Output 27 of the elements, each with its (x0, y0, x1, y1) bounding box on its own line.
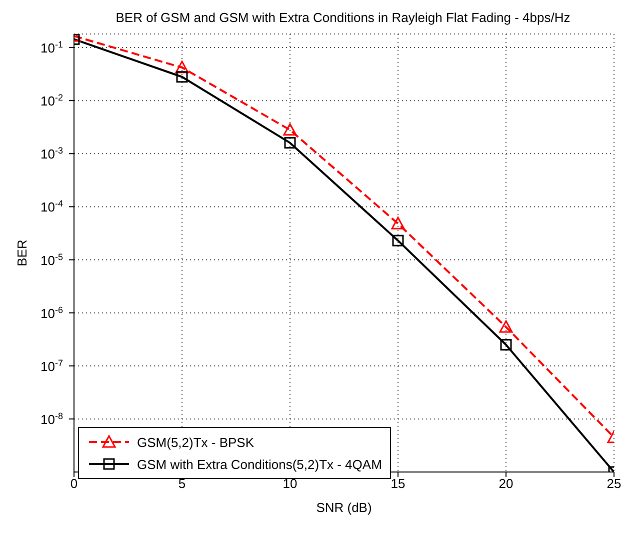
y-tick-label: 10$^{-7}$ (40, 358, 63, 374)
point (284, 137, 296, 149)
point (283, 123, 297, 136)
y-tick-label: 10$^{-3}$ (40, 146, 63, 162)
point (499, 320, 513, 333)
point (391, 216, 405, 230)
y-tick-label: 10$^{-5}$ (40, 252, 63, 268)
y-tick-label: 10$^{-4}$ (40, 198, 63, 215)
y-tick-label: 10$^{-1}$ (40, 40, 63, 56)
y-tick-label: 10$^{-2}$ (40, 92, 63, 109)
x-tick-label: 0 (70, 476, 78, 492)
x-tick-label: 20 (498, 476, 514, 492)
y-axis-title: BER (14, 240, 30, 266)
point (392, 234, 404, 246)
x-tick-label: 10 (282, 476, 298, 492)
x-tick-label: 5 (178, 476, 186, 492)
point (500, 339, 512, 351)
x-tick-label: 15 (390, 476, 406, 492)
legend-label: GSM(5,2)Tx - BPSK (137, 434, 254, 450)
y-tick-label: 10$^{-8}$ (40, 410, 63, 427)
point (175, 60, 189, 74)
chart-title: BER of GSM and GSM with Extra Conditions in Rayleigh Flat Fading - 4bps/Hz (116, 10, 570, 25)
y-tick-label: 10$^{-6}$ (40, 304, 63, 321)
point (176, 71, 188, 83)
x-tick-label: 25 (606, 476, 622, 492)
legend-label: GSM with Extra Conditions(5,2)Tx - 4QAM (137, 456, 382, 472)
x-axis-title: SNR (dB) (316, 500, 372, 515)
